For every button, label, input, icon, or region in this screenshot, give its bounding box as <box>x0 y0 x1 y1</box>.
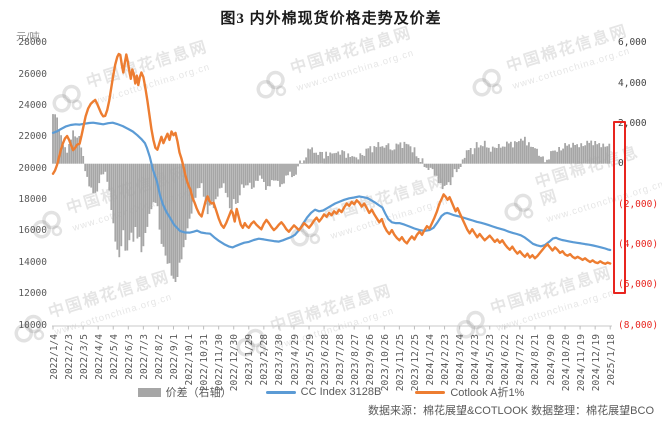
price-diff-bars <box>52 114 611 282</box>
x-axis-tick-marks <box>52 326 611 330</box>
left-axis-tick: 24000 <box>18 99 47 111</box>
legend-swatch-cotlook <box>415 390 446 394</box>
left-axis-tick: 16000 <box>18 225 47 237</box>
legend: 价差（右轴） CC Index 3128B Cotlook A折1% <box>0 384 662 400</box>
left-axis-tick: 18000 <box>18 194 47 205</box>
chart-title: 图3 内外棉现货价格走势及价差 <box>220 11 442 27</box>
cotlook-line <box>51 52 612 265</box>
right-axis-tick: 6,000 <box>618 37 647 49</box>
legend-label-price-diff: 价差（右轴） <box>165 387 232 399</box>
legend-swatch-cc-index <box>265 390 296 394</box>
left-axis-tick: 26000 <box>18 68 47 80</box>
right-axis-tick: 2,000 <box>618 117 647 129</box>
y-axis-unit-label: 元/吨 <box>16 31 40 43</box>
right-axis-tick: (8,000) <box>618 319 659 331</box>
left-axis-tick: 28000 <box>18 37 47 49</box>
left-axis-tick: 22000 <box>18 131 47 143</box>
highlight-box <box>613 121 626 294</box>
right-axis-tick: (2,000) <box>618 198 659 210</box>
legend-label-cc-index: CC Index 3128B <box>300 386 382 398</box>
right-axis-tick: 0 <box>618 158 624 170</box>
legend-item-price-diff: 价差（右轴） <box>137 384 232 400</box>
left-axis-tick: 20000 <box>18 162 47 174</box>
legend-label-cotlook: Cotlook A折1% <box>450 387 525 399</box>
source-note: 数据来源：棉花展望&COTLOOK 数据整理：棉花展望BCO <box>367 405 654 417</box>
left-axis-tick: 10000 <box>18 319 47 331</box>
right-axis-tick: (4,000) <box>618 238 659 250</box>
right-axis-tick: 4,000 <box>618 77 647 89</box>
legend-item-cotlook: Cotlook A折1% <box>415 384 524 400</box>
left-axis-tick: 12000 <box>18 288 47 300</box>
legend-item-cc-index: CC Index 3128B <box>265 386 382 398</box>
left-axis-tick: 14000 <box>18 256 47 268</box>
legend-swatch-price-diff <box>137 387 161 397</box>
right-axis-tick: (6,000) <box>618 279 659 291</box>
cc-index-line <box>51 121 612 252</box>
